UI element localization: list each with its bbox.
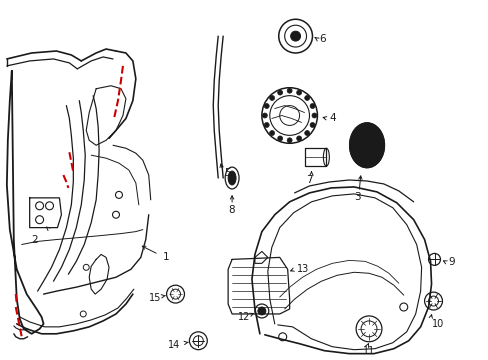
Circle shape bbox=[309, 122, 314, 127]
Text: 8: 8 bbox=[228, 205, 234, 215]
Text: 13: 13 bbox=[296, 264, 308, 274]
Ellipse shape bbox=[228, 171, 236, 185]
Text: 11: 11 bbox=[362, 346, 375, 356]
Text: 5: 5 bbox=[224, 168, 230, 178]
Circle shape bbox=[264, 122, 269, 127]
Ellipse shape bbox=[349, 123, 384, 168]
Text: 7: 7 bbox=[306, 175, 312, 185]
Circle shape bbox=[286, 88, 291, 93]
Circle shape bbox=[296, 136, 301, 141]
Circle shape bbox=[269, 95, 274, 100]
Circle shape bbox=[264, 104, 269, 108]
Text: 4: 4 bbox=[328, 113, 335, 123]
Text: 15: 15 bbox=[148, 293, 161, 303]
Text: 2: 2 bbox=[32, 234, 38, 244]
Text: 14: 14 bbox=[167, 340, 180, 350]
Circle shape bbox=[277, 136, 282, 141]
Circle shape bbox=[290, 31, 300, 41]
Circle shape bbox=[257, 307, 265, 315]
Circle shape bbox=[296, 90, 301, 95]
Text: 12: 12 bbox=[238, 312, 250, 322]
Circle shape bbox=[277, 90, 282, 95]
Circle shape bbox=[262, 113, 267, 118]
Text: 10: 10 bbox=[431, 319, 443, 329]
Text: 3: 3 bbox=[353, 192, 360, 202]
Circle shape bbox=[304, 95, 309, 100]
Text: 6: 6 bbox=[319, 34, 325, 44]
Text: 9: 9 bbox=[447, 257, 454, 267]
Text: 1: 1 bbox=[163, 252, 169, 262]
Circle shape bbox=[311, 113, 316, 118]
Circle shape bbox=[304, 131, 309, 135]
Circle shape bbox=[269, 131, 274, 135]
Circle shape bbox=[309, 104, 314, 108]
Circle shape bbox=[286, 138, 291, 143]
